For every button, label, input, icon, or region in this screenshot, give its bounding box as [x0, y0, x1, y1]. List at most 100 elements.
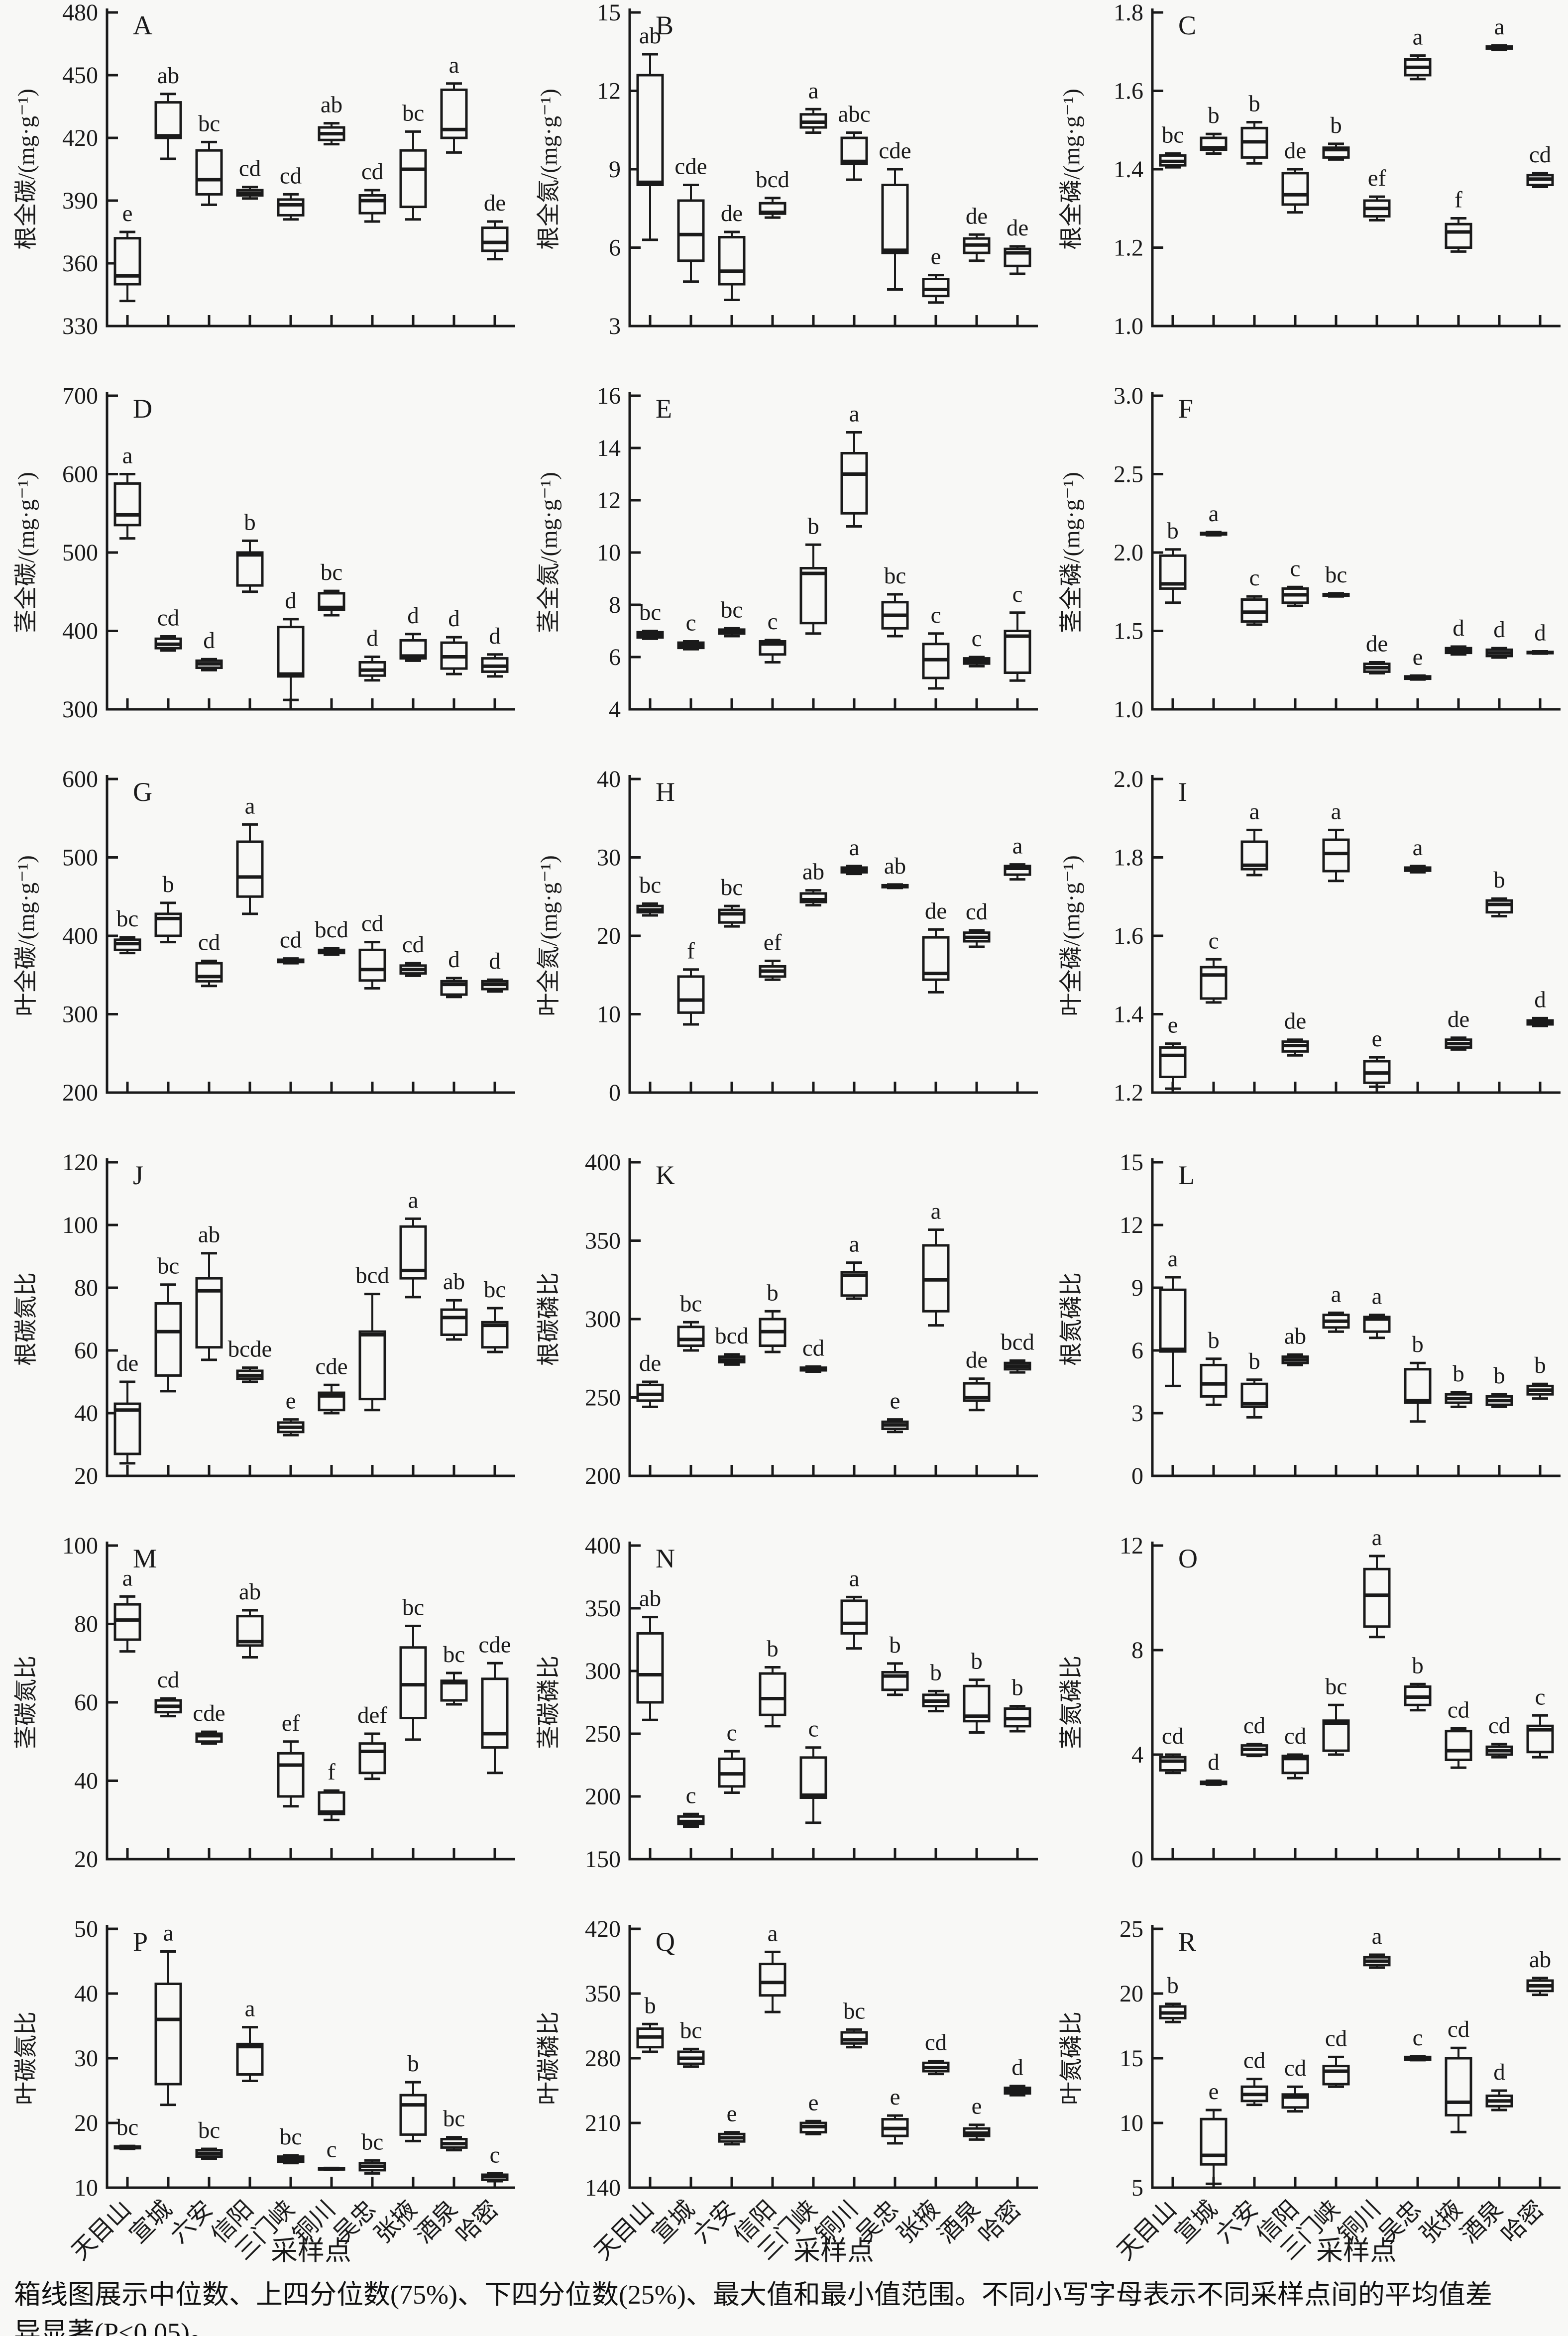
y-tick-label: 80 [74, 1611, 98, 1638]
x-tick-label: 张掖 [369, 2196, 422, 2248]
sig-letter: a [245, 1996, 255, 2022]
sig-letter: e [890, 2084, 900, 2110]
y-tick-label: 1.2 [1114, 235, 1143, 261]
sig-letter: d [448, 947, 460, 973]
sig-letter: cd [1243, 2048, 1265, 2074]
y-tick-label: 14 [597, 435, 621, 461]
box [759, 1672, 786, 1716]
box [481, 1677, 509, 1749]
box [113, 1402, 141, 1455]
y-axis-title: 叶全磷/(mg·g⁻¹) [1059, 855, 1085, 1016]
box [1159, 1756, 1187, 1772]
y-tick-label: 4 [609, 696, 621, 723]
sig-letter: ab [198, 1222, 220, 1248]
y-tick-label: 300 [585, 1658, 621, 1684]
sig-letter: cd [157, 605, 179, 631]
y-tick-label: 400 [62, 923, 98, 949]
box [1363, 1567, 1391, 1628]
y-tick-label: 2.5 [1114, 461, 1143, 488]
box [113, 482, 141, 527]
sig-letter: e [122, 201, 133, 226]
sig-letter: b [930, 1660, 942, 1685]
sig-letter: ab [239, 1579, 261, 1605]
sig-letter: de [116, 1350, 138, 1376]
y-tick-label: 1.2 [1114, 1080, 1143, 1106]
y-tick-label: 40 [74, 1768, 98, 1794]
box [236, 840, 264, 898]
sig-letter: ab [443, 1269, 465, 1295]
boxplot-panel-h: 0 10 20 30 40 H 叶全氮/(mg·g⁻¹) bc f bc ef ab a ab de cd a [523, 766, 1045, 1150]
sig-letter: bc [639, 600, 661, 626]
sig-letter: bc [321, 559, 342, 585]
y-tick-label: 6 [1131, 1337, 1143, 1364]
sig-letter: ab [639, 1586, 661, 1612]
sig-letter: e [808, 2090, 819, 2115]
y-tick-label: 40 [74, 1981, 98, 2007]
sig-letter: cd [1162, 1723, 1184, 1749]
sig-letter: a [122, 1565, 133, 1591]
sig-letter: cd [1448, 1697, 1469, 1723]
boxplot-panel-m: 20 40 60 80 100 M 茎碳氮比 a cd cde ab ef f def bc bc cde [0, 1533, 523, 1916]
y-tick-label: 0 [609, 1080, 621, 1106]
panel-letter: Q [656, 1927, 675, 1957]
sig-letter: bc [116, 2114, 138, 2140]
y-axis-title: 叶全氮/(mg·g⁻¹) [536, 855, 562, 1016]
y-tick-label: 9 [609, 156, 621, 183]
sig-letter: d [1493, 617, 1505, 643]
y-tick-label: 1.0 [1114, 696, 1143, 723]
sig-letter: bc [443, 1642, 465, 1668]
box [154, 101, 182, 139]
box [1322, 2065, 1350, 2086]
sig-letter: e [1413, 644, 1423, 670]
box [358, 948, 386, 982]
sig-letter: cd [280, 927, 302, 953]
sig-letter: b [407, 2051, 419, 2077]
panel-letter: R [1178, 1927, 1196, 1957]
box [358, 194, 386, 215]
sig-letter: bcd [315, 917, 348, 943]
sig-letter: cd [966, 899, 988, 925]
sig-letter: abc [838, 102, 870, 127]
sig-letter: a [408, 1187, 419, 1213]
sig-letter: bcd [355, 1263, 389, 1289]
y-tick-label: 1.6 [1114, 923, 1143, 949]
sig-letter: bc [843, 1998, 865, 2024]
box [195, 1277, 223, 1349]
box [154, 1983, 182, 2086]
boxplot-panel-l: 0 3 6 9 12 15 L 根氮磷比 a b b ab a a b b b b [1045, 1149, 1568, 1533]
sig-letter: bcd [715, 1323, 749, 1349]
box [399, 149, 427, 209]
box [1322, 838, 1350, 873]
boxplot-panel-r: 5 10 15 20 25 天目山 宣城 六安 信阳 三门峡 铜川 吴忠 张掖 酒泉 哈密 R 叶氮磷比 b e cd… [1045, 1916, 1568, 2271]
y-tick-label: 20 [1120, 1981, 1143, 2007]
sig-letter: b [1493, 1363, 1505, 1389]
sig-letter: a [163, 1920, 174, 1946]
box [236, 2042, 264, 2076]
y-tick-label: 300 [62, 696, 98, 723]
panel-letter: E [656, 394, 672, 424]
sig-letter: cd [280, 163, 302, 189]
sig-letter: b [1534, 1352, 1546, 1378]
y-tick-label: 6 [609, 644, 621, 670]
y-tick-label: 60 [74, 1337, 98, 1364]
box [358, 1330, 386, 1401]
y-tick-label: 200 [585, 1463, 621, 1489]
y-tick-label: 20 [74, 1846, 98, 1873]
y-tick-label: 20 [74, 1463, 98, 1489]
sig-letter: c [972, 626, 982, 652]
box [399, 1646, 427, 1719]
sig-letter: bc [680, 2017, 702, 2043]
sig-letter: b [1493, 867, 1505, 893]
y-axis-title: 根氮磷比 [1059, 1272, 1085, 1366]
sig-letter: cde [193, 1700, 225, 1726]
sig-letter: def [357, 1702, 387, 1728]
box [358, 1742, 386, 1775]
sig-letter: a [1012, 833, 1023, 859]
caption-line-1: 箱线图展示中位数、上四分位数(75%)、下四分位数(25%)、最大值和最小值范围… [14, 2280, 1492, 2310]
sig-letter: d [1534, 620, 1546, 646]
y-axis-title: 茎碳氮比 [13, 1656, 39, 1749]
axis-lines [1151, 392, 1561, 711]
x-tick-label: 哈密 [1496, 2196, 1549, 2248]
